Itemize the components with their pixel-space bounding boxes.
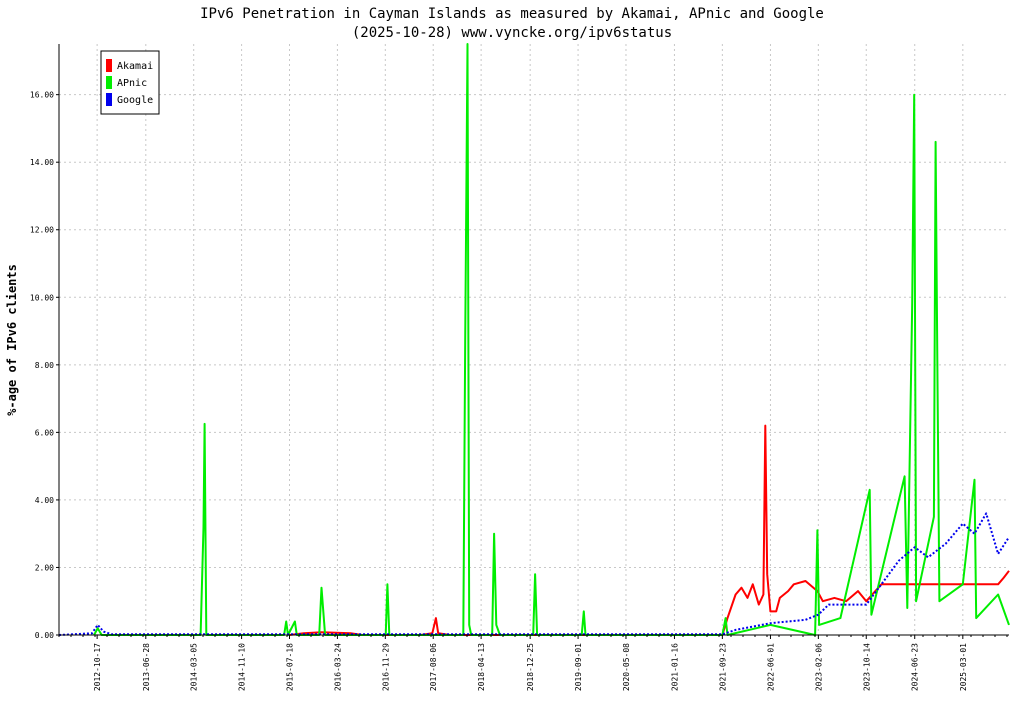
series-line-google	[58, 512, 1010, 636]
series-line-apnic	[93, 43, 1010, 636]
legend-label-akamai: Akamai	[117, 61, 153, 72]
x-tick-label: 2020-05-08	[622, 643, 631, 691]
y-tick-label: 2.00	[35, 563, 54, 572]
x-tick-label: 2012-10-17	[93, 643, 102, 691]
x-tick-label: 2014-03-05	[190, 643, 199, 691]
x-tick-label: 2018-04-13	[477, 643, 486, 691]
y-tick-label: 10.00	[30, 293, 54, 302]
y-tick-label: 12.00	[30, 226, 54, 235]
legend-swatch-google	[106, 93, 112, 106]
legend: Akamai APnic Google	[100, 50, 160, 115]
y-tick-label: 8.00	[35, 361, 54, 370]
x-tick-label: 2014-11-10	[238, 643, 247, 691]
x-tick-label: 2024-06-23	[911, 643, 920, 691]
x-tick-label: 2016-03-24	[333, 643, 342, 691]
x-tick-label: 2023-02-06	[814, 643, 823, 691]
x-tick-label: 2021-01-16	[670, 643, 679, 691]
series-line-akamai	[289, 424, 1010, 636]
x-tick-label: 2023-10-14	[862, 643, 871, 691]
y-tick-label: 14.00	[30, 158, 54, 167]
x-tick-label: 2016-11-29	[381, 643, 390, 691]
y-tick-label: 6.00	[35, 428, 54, 437]
x-tick-label: 2013-06-28	[142, 643, 151, 691]
x-tick-label: 2022-06-01	[766, 643, 775, 691]
y-tick-label: 0.00	[35, 631, 54, 640]
legend-swatch-akamai	[106, 59, 112, 72]
grid-layer	[59, 44, 1009, 635]
x-tick-label: 2019-09-01	[574, 643, 583, 691]
x-tick-label: 2017-08-06	[429, 643, 438, 691]
y-axis-label: %-age of IPv6 clients	[5, 264, 19, 416]
series-layer	[58, 43, 1010, 636]
x-tick-label: 2018-12-25	[526, 643, 535, 691]
x-tick-label: 2021-09-23	[718, 643, 727, 691]
legend-label-apnic: APnic	[117, 78, 147, 89]
legend-label-google: Google	[117, 95, 153, 106]
y-tick-label: 16.00	[30, 91, 54, 100]
chart-subtitle: (2025-10-28) www.vyncke.org/ipv6status	[352, 25, 672, 41]
x-tick-label: 2025-03-01	[959, 643, 968, 691]
y-tick-label: 4.00	[35, 496, 54, 505]
x-tick-label: 2015-07-18	[286, 643, 295, 691]
legend-swatch-apnic	[106, 76, 112, 89]
chart-title: IPv6 Penetration in Cayman Islands as me…	[200, 6, 824, 22]
axes-layer: 0.00 2.00 4.00 6.00 8.00 10.00 12.00 14.00 16.00…	[30, 44, 1009, 691]
